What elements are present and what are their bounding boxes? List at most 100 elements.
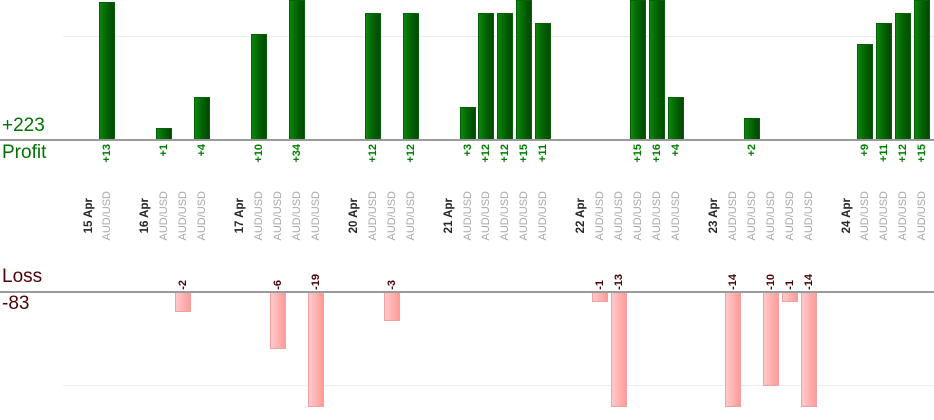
loss-bar: [270, 293, 286, 349]
pair-label: AUD/USD: [878, 191, 891, 241]
pair-label: AUD/USD: [101, 191, 114, 241]
loss-bar: [724, 293, 741, 407]
date-label: 15 Apr: [82, 198, 95, 234]
profit-value-label: +4: [669, 144, 682, 157]
profit-value-label: +10: [253, 144, 266, 163]
profit-bar: [194, 97, 211, 139]
date-label-band: 23 Apr: [704, 181, 724, 251]
loss-bar: [762, 293, 779, 386]
loss-value-label: -2: [177, 280, 190, 290]
date-label: 22 Apr: [575, 198, 588, 234]
profit-bar: [743, 118, 760, 139]
loss-value-label: -3: [385, 280, 398, 290]
date-label: 20 Apr: [347, 198, 360, 234]
profit-total-label: +223: [2, 115, 45, 136]
profit-value-label: +13: [101, 144, 114, 163]
profit-bar: [649, 0, 665, 139]
pair-label: AUD/USD: [309, 191, 322, 241]
profit-value-label: +12: [897, 144, 910, 163]
pair-label: AUD/USD: [253, 191, 266, 241]
pair-label-band: AUD/USD: [874, 181, 894, 251]
profit-bar: [914, 0, 931, 139]
pair-label: AUD/USD: [783, 191, 796, 241]
loss-value-label: -14: [802, 274, 815, 290]
profit-value-label: +9: [859, 144, 872, 157]
pair-label-band: AUD/USD: [533, 181, 553, 251]
pair-label-band: AUD/USD: [780, 181, 800, 251]
date-label: 17 Apr: [234, 198, 247, 234]
profit-value-label: +1: [158, 144, 171, 157]
pair-label: AUD/USD: [651, 191, 663, 241]
profit-bar: [402, 13, 419, 139]
date-label: 21 Apr: [442, 198, 455, 234]
profit-value-label: +11: [878, 144, 891, 163]
loss-total-label: -83: [2, 293, 30, 314]
pair-label-band: AUD/USD: [268, 181, 288, 251]
date-label: 23 Apr: [707, 198, 720, 234]
pair-label: AUD/USD: [518, 191, 531, 241]
pair-label: AUD/USD: [859, 191, 872, 241]
pair-label-band: AUD/USD: [401, 181, 421, 251]
profit-value-label: +4: [196, 144, 209, 157]
pair-label: AUD/USD: [726, 191, 739, 241]
loss-baseline: [0, 291, 934, 293]
pair-label-band: AUD/USD: [476, 181, 496, 251]
profit-bar: [667, 97, 684, 139]
pair-label-band: AUD/USD: [192, 181, 212, 251]
loss-value-label: -13: [613, 274, 626, 290]
profit-value-label: +2: [745, 144, 758, 157]
date-label-band: 15 Apr: [79, 181, 99, 251]
pair-label: AUD/USD: [537, 191, 550, 241]
pair-label-band: AUD/USD: [458, 181, 478, 251]
pair-label: AUD/USD: [802, 191, 815, 241]
pair-label-band: AUD/USD: [912, 181, 932, 251]
profit-bar: [895, 13, 912, 139]
pair-label: AUD/USD: [916, 191, 929, 241]
pair-label: AUD/USD: [480, 191, 493, 241]
loss-bar: [307, 293, 324, 407]
loss-value-label: -10: [764, 274, 777, 290]
pair-label-band: AUD/USD: [306, 181, 326, 251]
profit-value-label: +34: [290, 144, 303, 163]
pair-label-band: AUD/USD: [97, 181, 117, 251]
pair-label-band: AUD/USD: [799, 181, 819, 251]
pair-label-band: AUD/USD: [647, 181, 667, 251]
pair-label-band: AUD/USD: [514, 181, 534, 251]
pair-label: AUD/USD: [272, 191, 284, 241]
profit-value-label: +12: [480, 144, 493, 163]
pair-label-band: AUD/USD: [249, 181, 269, 251]
profit-bar: [857, 44, 874, 139]
profit-value-label: +15: [916, 144, 929, 163]
pair-label: AUD/USD: [613, 191, 626, 241]
loss-axis-label: Loss: [2, 266, 43, 287]
pair-label: AUD/USD: [499, 191, 512, 241]
profit-baseline: [0, 139, 934, 141]
loss-bar: [800, 293, 817, 407]
pair-label-band: AUD/USD: [609, 181, 629, 251]
profit-value-label: +12: [499, 144, 512, 163]
profit-bar: [288, 0, 305, 139]
loss-bar: [383, 293, 400, 321]
pair-label-band: AUD/USD: [761, 181, 781, 251]
profit-bar: [459, 107, 476, 139]
date-label-band: 20 Apr: [344, 181, 364, 251]
loss-value-label: -19: [309, 274, 322, 290]
pair-label: AUD/USD: [461, 191, 474, 241]
loss-value-label: -6: [272, 280, 284, 290]
pair-label: AUD/USD: [177, 191, 190, 241]
pair-label: AUD/USD: [404, 191, 417, 241]
loss-bar: [781, 293, 798, 302]
profit-value-label: +3: [461, 144, 474, 157]
date-label-band: 22 Apr: [571, 181, 591, 251]
profit-value-label: +15: [518, 144, 531, 163]
pair-label: AUD/USD: [745, 191, 758, 241]
pair-label-band: AUD/USD: [173, 181, 193, 251]
date-label: 16 Apr: [139, 198, 152, 234]
loss-bar: [611, 293, 628, 407]
pair-label-band: AUD/USD: [742, 181, 762, 251]
profit-value-label: +15: [632, 144, 645, 163]
profit-value-label: +12: [366, 144, 379, 163]
loss-gridline-10: [63, 385, 934, 386]
loss-value-label: -1: [783, 280, 796, 290]
pair-label-band: AUD/USD: [363, 181, 383, 251]
